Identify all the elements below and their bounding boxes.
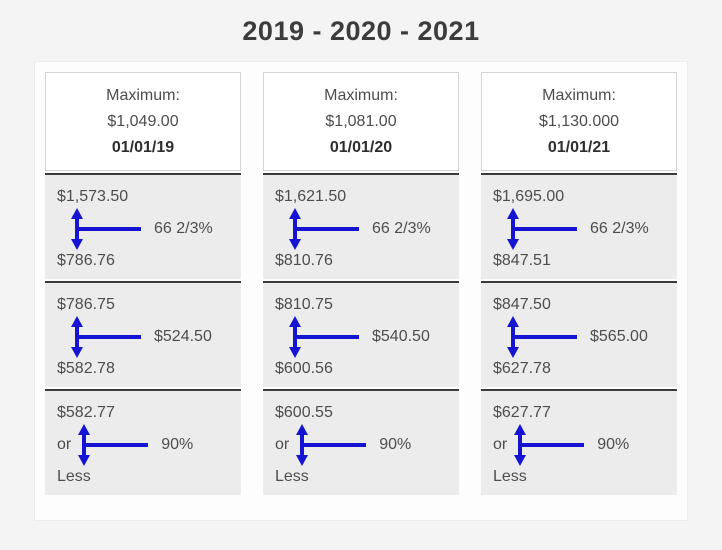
maximum-header-box: Maximum: $1,130.000 01/01/21 bbox=[481, 72, 677, 171]
year-column-2020: Maximum: $1,081.00 01/01/20 $1,621.50 66… bbox=[263, 72, 459, 495]
range-top-value: $600.55 bbox=[275, 404, 333, 421]
range-arrow-icon bbox=[507, 208, 577, 250]
rate-section: $1,621.50 66 2/3% $810.76 bbox=[263, 173, 459, 279]
range-arrow-icon bbox=[507, 316, 577, 358]
range-label: 66 2/3% bbox=[590, 220, 649, 237]
range-label: 66 2/3% bbox=[372, 220, 431, 237]
range-row: $565.00 bbox=[505, 316, 665, 358]
range-bottom-value: Less bbox=[275, 468, 309, 485]
maximum-header-box: Maximum: $1,081.00 01/01/20 bbox=[263, 72, 459, 171]
or-label: or bbox=[493, 436, 508, 453]
maximum-amount: $1,130.000 bbox=[538, 113, 620, 130]
range-arrow-icon bbox=[514, 424, 585, 466]
or-label: or bbox=[275, 436, 290, 453]
rate-section: $1,695.00 66 2/3% $847.51 bbox=[481, 173, 677, 279]
rates-card: Maximum: $1,049.00 01/01/19 $1,573.50 66… bbox=[34, 61, 688, 521]
range-bottom-value: Less bbox=[57, 468, 91, 485]
range-bottom-value: Less bbox=[493, 468, 527, 485]
range-top-value: $1,621.50 bbox=[275, 188, 347, 205]
range-row: $524.50 bbox=[69, 316, 229, 358]
range-label: 66 2/3% bbox=[154, 220, 213, 237]
range-row: or 90% bbox=[493, 424, 665, 466]
range-row: 66 2/3% bbox=[505, 208, 665, 250]
range-row: or 90% bbox=[275, 424, 447, 466]
range-top-value: $1,573.50 bbox=[57, 188, 129, 205]
maximum-amount: $1,049.00 bbox=[107, 113, 179, 130]
year-column-2021: Maximum: $1,130.000 01/01/21 $1,695.00 6… bbox=[481, 72, 677, 495]
range-arrow-icon bbox=[71, 316, 141, 358]
effective-date: 01/01/19 bbox=[111, 139, 175, 156]
range-row: 66 2/3% bbox=[287, 208, 447, 250]
maximum-amount: $1,081.00 bbox=[325, 113, 397, 130]
range-bottom-value: $627.78 bbox=[493, 360, 551, 377]
range-arrow-icon bbox=[71, 208, 141, 250]
range-label: 90% bbox=[597, 436, 630, 453]
maximum-label: Maximum: bbox=[542, 87, 616, 104]
range-bottom-value: $600.56 bbox=[275, 360, 333, 377]
range-label: 90% bbox=[161, 436, 194, 453]
range-top-value: $786.75 bbox=[57, 296, 115, 313]
range-row: 66 2/3% bbox=[69, 208, 229, 250]
range-top-value: $582.77 bbox=[57, 404, 115, 421]
or-label: or bbox=[57, 436, 72, 453]
rate-section: $627.77 or 90% Less bbox=[481, 389, 677, 495]
rate-section: $582.77 or 90% Less bbox=[45, 389, 241, 495]
page-title: 2019 - 2020 - 2021 bbox=[242, 16, 480, 46]
maximum-label: Maximum: bbox=[324, 87, 398, 104]
range-bottom-value: $582.78 bbox=[57, 360, 115, 377]
rate-section: $600.55 or 90% Less bbox=[263, 389, 459, 495]
range-top-value: $810.75 bbox=[275, 296, 333, 313]
rate-section: $786.75 $524.50 $582.78 bbox=[45, 281, 241, 387]
range-label: $524.50 bbox=[154, 328, 212, 345]
range-bottom-value: $847.51 bbox=[493, 252, 551, 269]
range-bottom-value: $786.76 bbox=[57, 252, 115, 269]
range-row: $540.50 bbox=[287, 316, 447, 358]
maximum-label: Maximum: bbox=[106, 87, 180, 104]
range-arrow-icon bbox=[289, 316, 359, 358]
range-arrow-icon bbox=[78, 424, 149, 466]
maximum-header-box: Maximum: $1,049.00 01/01/19 bbox=[45, 72, 241, 171]
rate-section: $1,573.50 66 2/3% $786.76 bbox=[45, 173, 241, 279]
rate-section: $810.75 $540.50 $600.56 bbox=[263, 281, 459, 387]
range-bottom-value: $810.76 bbox=[275, 252, 333, 269]
rate-section: $847.50 $565.00 $627.78 bbox=[481, 281, 677, 387]
range-arrow-icon bbox=[289, 208, 359, 250]
range-top-value: $1,695.00 bbox=[493, 188, 565, 205]
range-label: $565.00 bbox=[590, 328, 648, 345]
effective-date: 01/01/21 bbox=[547, 139, 611, 156]
range-label: $540.50 bbox=[372, 328, 430, 345]
range-top-value: $627.77 bbox=[493, 404, 551, 421]
year-column-2019: Maximum: $1,049.00 01/01/19 $1,573.50 66… bbox=[45, 72, 241, 495]
range-top-value: $847.50 bbox=[493, 296, 551, 313]
range-label: 90% bbox=[379, 436, 412, 453]
range-arrow-icon bbox=[296, 424, 367, 466]
effective-date: 01/01/20 bbox=[329, 139, 393, 156]
range-row: or 90% bbox=[57, 424, 229, 466]
